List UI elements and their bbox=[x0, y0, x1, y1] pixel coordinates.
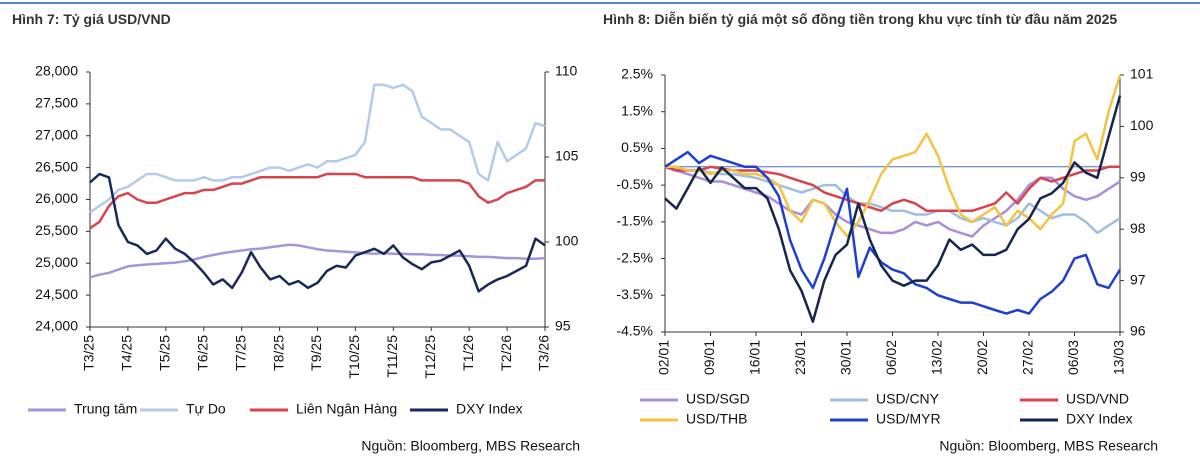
y-tick-label: 26,500 bbox=[35, 158, 78, 174]
source-note: Nguồn: Bloomberg, MBS Research bbox=[939, 438, 1158, 454]
x-tick-label: T10/25 bbox=[346, 335, 362, 379]
series-line bbox=[664, 95, 1122, 323]
x-tick-label: 13/02 bbox=[929, 340, 945, 375]
chart-title: Hình 7: Tỷ giá USD/VND bbox=[12, 11, 171, 27]
x-tick-label: 23/01 bbox=[792, 340, 808, 375]
x-tick-label: 06/03 bbox=[1065, 340, 1081, 375]
chart-title: Hình 8: Diễn biến tỷ giá một số đồng tiề… bbox=[603, 11, 1118, 27]
y2-tick-label: 110 bbox=[555, 63, 578, 79]
y-tick-label: 24,500 bbox=[35, 286, 78, 302]
y-tick-label: 27,500 bbox=[35, 95, 78, 111]
x-tick-label: T6/25 bbox=[194, 335, 210, 371]
x-tick-label: 27/02 bbox=[1020, 340, 1036, 375]
x-tick-label: T5/25 bbox=[157, 335, 173, 371]
y-tick-label: 1.5% bbox=[621, 102, 653, 118]
y-tick-label: 25,000 bbox=[35, 254, 78, 270]
y-tick-label: 26,000 bbox=[35, 190, 78, 206]
y2-tick-label: 105 bbox=[555, 148, 579, 164]
x-tick-label: T4/25 bbox=[119, 335, 135, 371]
y-tick-label: 27,000 bbox=[35, 126, 78, 142]
legend-label: Tự Do bbox=[186, 401, 226, 417]
y2-tick-label: 100 bbox=[1130, 117, 1154, 133]
legend-label: Liên Ngân Hàng bbox=[296, 401, 397, 417]
series-line bbox=[89, 172, 546, 293]
y-tick-label: -4.5% bbox=[616, 323, 653, 339]
x-tick-label: 20/02 bbox=[974, 340, 990, 375]
y-tick-label: -1.5% bbox=[616, 213, 653, 229]
series-line bbox=[665, 74, 1122, 238]
legend-label: Trung tâm bbox=[74, 401, 137, 417]
y-tick-label: 24,000 bbox=[35, 318, 78, 334]
y-tick-label: -0.5% bbox=[616, 176, 653, 192]
x-tick-label: T7/25 bbox=[232, 335, 248, 371]
y-tick-label: 0.5% bbox=[621, 139, 653, 155]
y2-tick-label: 95 bbox=[555, 318, 571, 334]
y-tick-label: 28,000 bbox=[35, 63, 78, 79]
y2-tick-label: 100 bbox=[555, 233, 579, 249]
y-tick-label: -2.5% bbox=[616, 249, 653, 265]
legend-label: USD/THB bbox=[686, 411, 747, 427]
legend-label: USD/SGD bbox=[686, 391, 750, 407]
source-note: Nguồn: Bloomberg, MBS Research bbox=[361, 438, 580, 454]
x-tick-label: T2/26 bbox=[498, 335, 514, 371]
legend-label: DXY Index bbox=[1066, 411, 1133, 427]
y-tick-label: -3.5% bbox=[616, 286, 653, 302]
y2-tick-label: 96 bbox=[1130, 323, 1146, 339]
legend-label: USD/VND bbox=[1066, 391, 1129, 407]
legend-label: USD/MYR bbox=[876, 411, 941, 427]
y-tick-label: 2.5% bbox=[621, 66, 653, 82]
legend-label: DXY Index bbox=[456, 401, 523, 417]
x-tick-label: 30/01 bbox=[838, 340, 854, 375]
x-tick-label: T1/26 bbox=[460, 335, 476, 371]
series-line bbox=[664, 165, 1120, 213]
x-tick-label: 09/01 bbox=[701, 340, 717, 375]
x-tick-label: 16/01 bbox=[747, 340, 763, 375]
x-tick-label: T12/25 bbox=[422, 335, 438, 379]
series-line bbox=[89, 172, 545, 230]
x-tick-label: T11/25 bbox=[384, 335, 400, 378]
series-line bbox=[664, 165, 1121, 235]
y2-tick-label: 97 bbox=[1130, 271, 1146, 287]
x-tick-label: T8/25 bbox=[270, 335, 286, 371]
series-line bbox=[89, 83, 546, 214]
series-line bbox=[664, 150, 1122, 315]
x-tick-label: T9/25 bbox=[308, 335, 324, 371]
legend-label: USD/CNY bbox=[876, 391, 940, 407]
y-tick-label: 25,500 bbox=[35, 222, 78, 238]
x-tick-label: 13/03 bbox=[1111, 340, 1127, 375]
x-tick-label: 02/01 bbox=[656, 340, 672, 375]
x-tick-label: 06/02 bbox=[883, 340, 899, 375]
series-line bbox=[89, 243, 546, 279]
x-tick-label: T3/25 bbox=[81, 335, 97, 371]
x-tick-label: T3/26 bbox=[536, 335, 552, 371]
y2-tick-label: 101 bbox=[1130, 66, 1154, 82]
y2-tick-label: 98 bbox=[1130, 220, 1146, 236]
y2-tick-label: 99 bbox=[1130, 169, 1146, 185]
